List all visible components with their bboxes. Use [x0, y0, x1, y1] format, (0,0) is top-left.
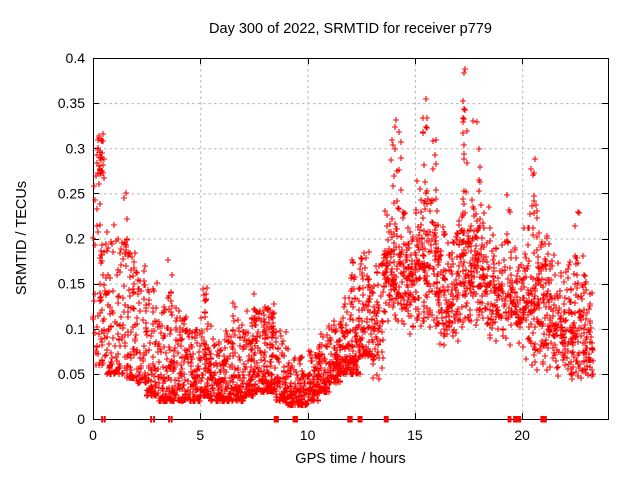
y-tick-label: 0.15: [58, 276, 85, 292]
y-tick-label: 0.35: [58, 95, 85, 111]
zero-value-marker: [101, 416, 104, 423]
y-tick-label: 0: [77, 411, 85, 427]
zero-value-marker: [103, 416, 106, 423]
zero-value-marker: [347, 416, 353, 423]
zero-value-marker: [507, 416, 512, 423]
zero-value-marker: [153, 416, 156, 423]
y-tick-label: 0.2: [66, 231, 86, 247]
zero-value-marker: [540, 416, 547, 423]
zero-value-marker: [170, 416, 173, 423]
zero-value-marker: [168, 416, 171, 423]
zero-value-marker: [357, 416, 363, 423]
zero-value-marker: [383, 416, 389, 423]
y-tick-label: 0.25: [58, 185, 85, 201]
y-tick-label: 0.4: [66, 50, 86, 66]
y-tick-label: 0.05: [58, 366, 85, 382]
y-tick-label: 0.1: [66, 321, 86, 337]
x-tick-label: 0: [89, 427, 97, 443]
zero-value-marker: [292, 416, 298, 423]
zero-value-marker: [150, 416, 153, 423]
x-axis-label: GPS time / hours: [295, 451, 406, 467]
x-tick-label: 20: [514, 427, 530, 443]
x-tick-label: 10: [300, 427, 316, 443]
y-axis-label: SRMTID / TECUs: [14, 180, 30, 296]
x-tick-label: 15: [407, 427, 423, 443]
scatter-points: [90, 66, 596, 408]
zero-value-marker: [273, 416, 279, 423]
y-tick-label: 0.3: [66, 140, 86, 156]
chart-title: Day 300 of 2022, SRMTID for receiver p77…: [209, 21, 492, 37]
x-tick-label: 5: [196, 427, 204, 443]
zero-value-marker: [513, 416, 522, 423]
